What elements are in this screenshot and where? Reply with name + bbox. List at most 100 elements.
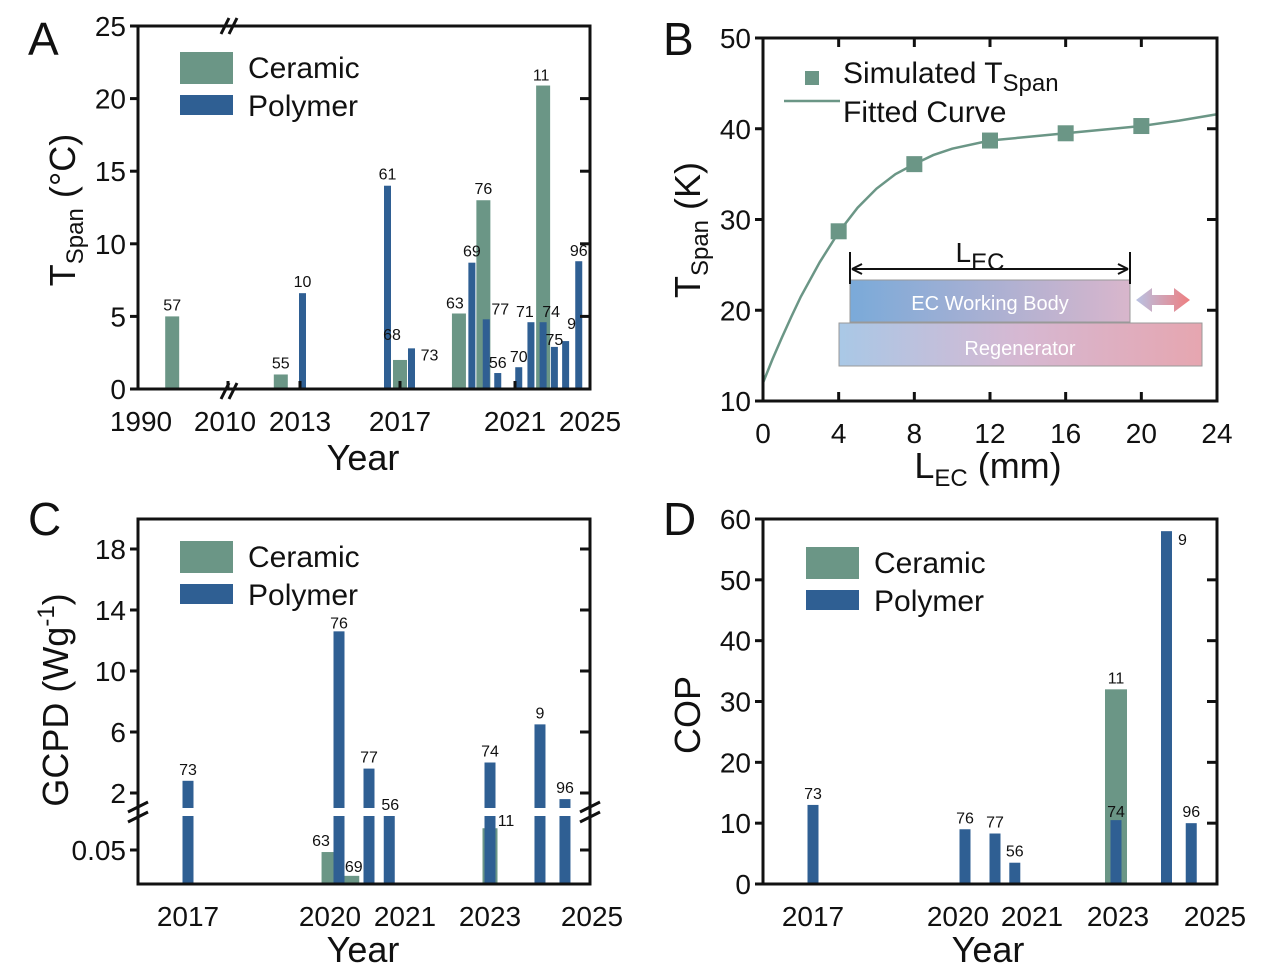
y-tick-label: 60 <box>720 504 751 535</box>
bar-data-label: 11 <box>1108 670 1125 687</box>
y-tick-label: 30 <box>720 205 751 236</box>
bar-polymer-73 <box>807 804 819 884</box>
bar-polymer-56 <box>1009 862 1021 884</box>
y-axis-title: TSpan (K) <box>667 162 714 298</box>
bar-polymer-56 <box>383 816 395 884</box>
y-tick-label: 40 <box>720 114 751 145</box>
simulated-point <box>906 156 923 173</box>
bar-data-label: 74 <box>1107 804 1125 821</box>
bar-polymer-77 <box>482 319 490 389</box>
bar-data-label: 9 <box>567 316 576 333</box>
y-axis-title-rest: (°C) <box>42 134 83 208</box>
bar-polymer-10 <box>299 293 306 389</box>
y-axis-title-sub: Span <box>62 208 89 264</box>
x-tick-label: 2020 <box>927 901 989 932</box>
y-axis-title-sup: -1 <box>33 605 60 626</box>
x-tick-label: 24 <box>1201 418 1232 449</box>
legend-label-simulated-sub: Span <box>1003 70 1059 97</box>
y-tick-label: 40 <box>720 626 751 657</box>
dimension-arrow <box>851 263 1129 275</box>
legend-label-ceramic: Ceramic <box>248 52 360 85</box>
panel-a-axes <box>136 24 592 391</box>
x-tick-label: 16 <box>1050 418 1081 449</box>
x-tick-label: 2017 <box>782 901 844 932</box>
bar-data-label: 77 <box>986 815 1004 832</box>
legend-label-ceramic: Ceramic <box>248 541 360 574</box>
y-axis-title: TSpan (°C) <box>42 134 89 286</box>
x-axis-title-rest: (mm) <box>968 445 1062 486</box>
x-tick-label: 20 <box>1126 418 1157 449</box>
bar-data-label: 74 <box>542 304 560 321</box>
y-tick-label: 50 <box>720 565 751 596</box>
y-tick-label: 20 <box>720 747 751 778</box>
panel-a: 57 55 10 61 68 73 63 76 69 77 56 70 71 11 74 759 96 Ceram… <box>28 13 588 478</box>
bar-polymer-9 <box>562 341 570 389</box>
bar-polymer-73 <box>408 348 415 389</box>
legend-label-polymer: Polymer <box>874 585 984 618</box>
x-axis-title: Year <box>327 437 400 478</box>
legend-swatch-polymer <box>180 95 233 115</box>
x-tick-label: 2013 <box>269 406 331 437</box>
legend-label-ceramic: Ceramic <box>874 547 986 580</box>
y-tick-label: 0 <box>110 374 126 405</box>
x-axis-title-main: L <box>914 445 934 486</box>
bar-data-label: 96 <box>556 780 574 797</box>
legend-swatch-ceramic <box>806 547 859 579</box>
y-tick-label: 10 <box>95 656 126 687</box>
bar-data-label: 9 <box>536 705 545 722</box>
y-tick-label: 10 <box>720 808 751 839</box>
legend-label-polymer: Polymer <box>248 90 358 123</box>
y-tick-label: 20 <box>720 295 751 326</box>
bar-data-label: 77 <box>491 301 509 318</box>
y-tick-label: 20 <box>95 84 126 115</box>
y-axis-break-gap <box>128 808 600 816</box>
x-tick-label: 2023 <box>1087 901 1149 932</box>
bar-data-label: 55 <box>272 355 290 372</box>
bar-ceramic-68 <box>393 359 407 389</box>
bar-polymer-71 <box>527 322 535 389</box>
bar-polymer-77 <box>363 768 375 884</box>
bar-data-label: 73 <box>179 762 197 779</box>
bar-ceramic-55 <box>273 374 288 389</box>
bar-data-label: 76 <box>956 810 974 827</box>
bar-data-label: 96 <box>1182 804 1200 821</box>
y-axis-title-sub: Span <box>687 220 714 276</box>
bar-data-label: 75 <box>545 332 563 349</box>
bar-data-label: 68 <box>383 327 401 344</box>
panel-letter-c: C <box>28 493 61 545</box>
x-tick-label: 2021 <box>484 406 546 437</box>
x-axis-title: Year <box>952 929 1025 970</box>
bar-data-label: 56 <box>381 797 399 814</box>
y-axis-title: COP <box>667 676 708 754</box>
ec-working-body-block <box>849 279 1131 323</box>
bar-polymer-74 <box>1110 820 1122 884</box>
bar-data-label: 74 <box>481 744 499 761</box>
legend-label-simulated-main: Simulated T <box>843 57 1003 90</box>
bar-ceramic-63 <box>451 313 466 389</box>
bar-polymer-77 <box>989 833 1001 884</box>
x-tick-label: 2025 <box>1184 901 1246 932</box>
simulated-point <box>1133 118 1150 135</box>
simulated-point <box>830 223 847 240</box>
x-tick-label: 2020 <box>299 901 361 932</box>
legend-marker-simulated <box>805 71 819 85</box>
legend-swatch-ceramic <box>180 52 233 84</box>
y-axis-title-main: T <box>667 276 708 298</box>
x-axis-title: Year <box>327 929 400 970</box>
bar-polymer-74 <box>484 762 496 884</box>
y-tick-label: 10 <box>95 229 126 260</box>
bar-ceramic-57 <box>165 316 180 389</box>
bar-polymer-75 <box>550 346 558 389</box>
x-tick-label: 12 <box>974 418 1005 449</box>
y-tick-label: 30 <box>720 687 751 718</box>
panel-c-axes <box>136 517 592 886</box>
y-axis-title-rest: ) <box>35 593 76 605</box>
x-tick-label: 8 <box>907 418 923 449</box>
panel-letter-d: D <box>663 493 696 545</box>
bar-polymer-96 <box>575 261 583 389</box>
bar-polymer-61 <box>384 185 391 389</box>
legend-label-polymer: Polymer <box>248 579 358 612</box>
regenerator-label: Regenerator <box>964 338 1076 360</box>
bar-data-label: 63 <box>312 833 330 850</box>
